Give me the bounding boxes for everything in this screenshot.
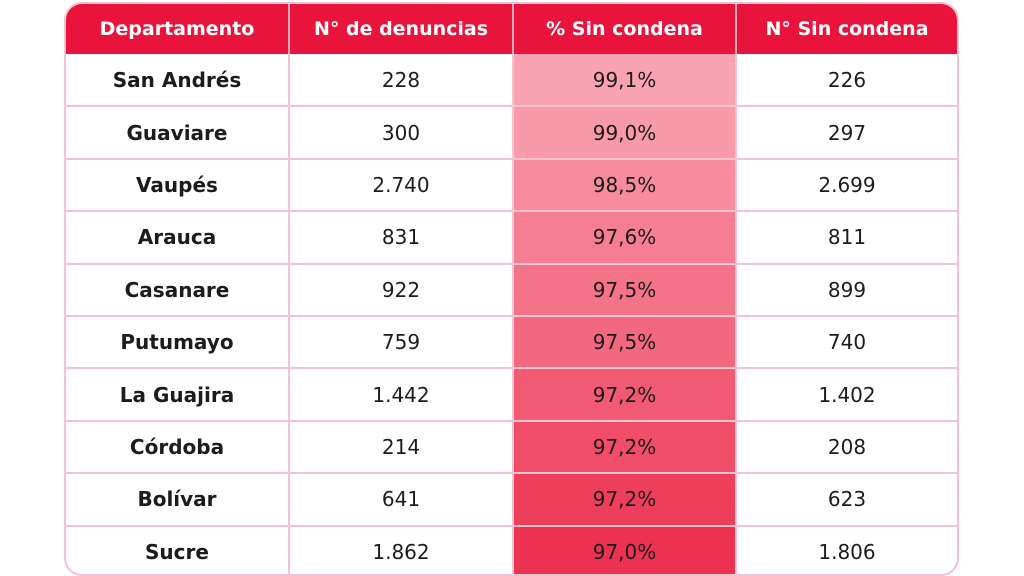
table-row: San Andrés 228 99,1% 226 [66,54,957,108]
cell-sin-condena: 1.806 [818,540,876,565]
cell-sin-condena: 2.699 [736,158,957,213]
header-departamento: Departamento [66,4,290,54]
cell-pct-sin-condena: 98,5% [513,158,737,213]
cell-departamento: La Guajira [66,368,290,422]
data-table: Departamento N° de denuncias % Sin conde… [66,4,957,574]
cell-sin-condena: 297 [736,106,957,160]
cell-sin-condena: 899 [736,263,957,317]
cell-sin-condena: 811 [736,211,957,265]
cell-pct-sin-condena: 97,2% [513,368,737,422]
table-header: Departamento N° de denuncias % Sin conde… [66,4,957,54]
cell-pct-sin-condena: 97,2% [513,473,737,527]
cell-sin-condena: 208 [736,420,957,475]
cell-denuncias: 759 [289,315,514,370]
cell-departamento: Bolívar [66,473,290,527]
cell-sin-condena: 740 [736,315,957,370]
cell-departamento: Sucre [66,525,290,574]
cell-departamento: San Andrés [66,54,290,108]
table-row: Vaupés 2.740 98,5% 2.699 [66,158,957,213]
cell-pct-sin-condena: 97,6% [513,211,737,265]
table-body: San Andrés 228 99,1% 226 Guaviare 300 99… [66,54,957,574]
cell-denuncias: 922 [289,263,514,317]
table-row: Sucre 1.862 97,0% 1.806 [66,525,957,574]
header-sin-condena: N° Sin condena [736,4,957,54]
cell-pct-sin-condena: 97,2% [513,420,737,475]
cell-departamento: Vaupés [66,158,290,213]
table-row: Casanare 922 97,5% 899 [66,263,957,317]
cell-departamento: Córdoba [66,420,290,475]
header-row: Departamento N° de denuncias % Sin conde… [66,4,957,54]
table-row: Córdoba 214 97,2% 208 [66,420,957,475]
cell-departamento: Guaviare [66,106,290,160]
cell-sin-condena: 623 [736,473,957,527]
cell-pct-sin-condena: 97,0% [513,525,737,574]
cell-departamento: Putumayo [66,315,290,370]
table-row: Putumayo 759 97,5% 740 [66,315,957,370]
cell-departamento: Casanare [66,263,290,317]
table-row: La Guajira 1.442 97,2% 1.402 [66,368,957,422]
cell-sin-condena: 226 [736,54,957,108]
header-pct-sin-condena: % Sin condena [513,4,737,54]
cell-sin-condena: 1.402 [736,368,957,422]
cell-denuncias: 1.442 [289,368,514,422]
cell-pct-sin-condena: 99,1% [513,54,737,108]
cell-pct-sin-condena: 99,0% [513,106,737,160]
cell-denuncias: 214 [289,420,514,475]
table-row: Bolívar 641 97,2% 623 [66,473,957,527]
cell-denuncias: 228 [289,54,514,108]
cell-denuncias: 2.740 [289,158,514,213]
cell-pct-sin-condena: 97,5% [513,263,737,317]
cell-denuncias: 300 [289,106,514,160]
cell-denuncias: 1.862 [289,525,514,574]
cell-denuncias: 831 [289,211,514,265]
cell-denuncias: 641 [289,473,514,527]
table-row: Guaviare 300 99,0% 297 [66,106,957,160]
header-denuncias: N° de denuncias [289,4,514,54]
cell-pct-sin-condena: 97,5% [513,315,737,370]
table-row: Arauca 831 97,6% 811 [66,211,957,265]
cell-departamento: Arauca [66,211,290,265]
data-table-container: Departamento N° de denuncias % Sin conde… [64,2,959,576]
